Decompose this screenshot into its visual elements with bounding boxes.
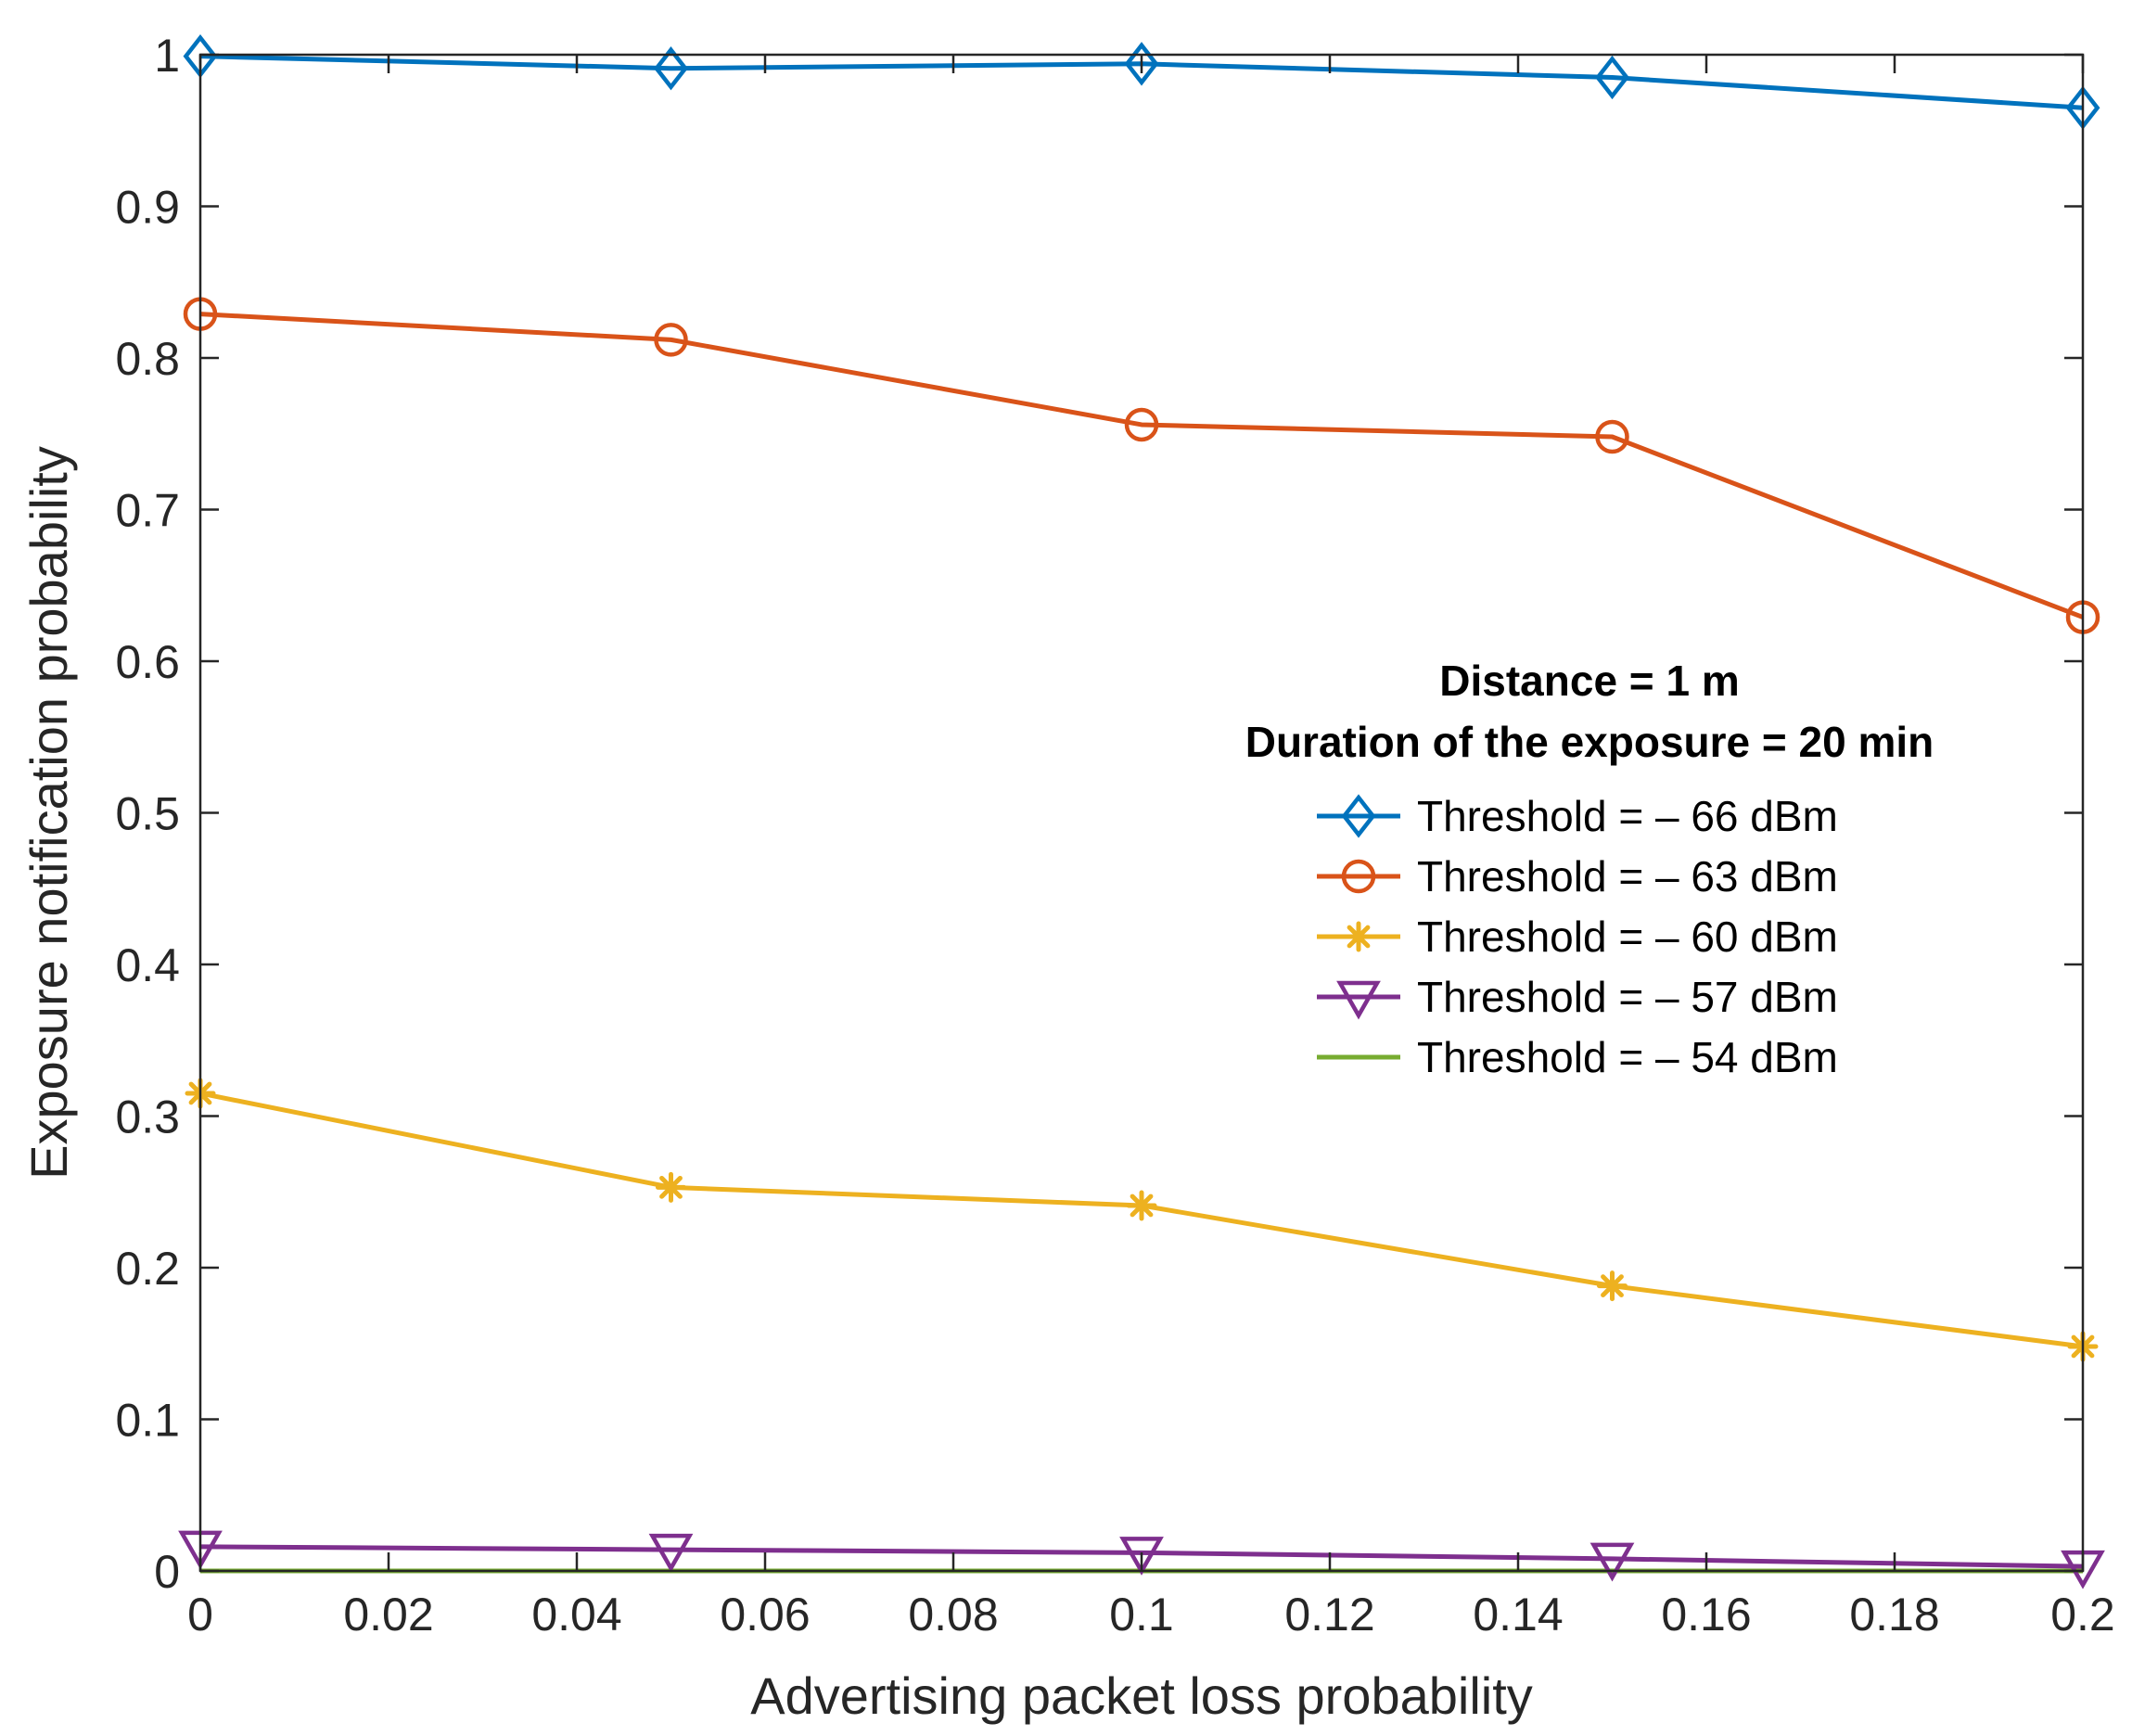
y-tick-label: 0.5 <box>115 788 180 840</box>
x-axis-label: Advertising packet loss probability <box>750 1666 1533 1725</box>
x-tick-label: 0.04 <box>531 1589 621 1640</box>
y-tick-label: 1 <box>154 30 180 82</box>
y-axis-label: Exposure notification probability <box>19 446 78 1180</box>
tick-layer: 0 0.02 0.04 0.06 0.08 0.1 0.12 0.14 0.16 0.18 0.2 0… <box>115 30 2114 1640</box>
legend-item: Threshold = – 54 dBm <box>1317 1033 1838 1081</box>
data-point-marker <box>1124 42 1159 86</box>
data-point-marker <box>1124 407 1159 442</box>
data-point-marker <box>654 323 688 357</box>
y-tick-label: 0.7 <box>115 485 180 537</box>
x-tick-label: 0.08 <box>908 1589 998 1640</box>
data-point-marker <box>656 1171 686 1203</box>
data-point-marker <box>1595 419 1629 454</box>
data-point-marker <box>1126 1190 1157 1221</box>
x-tick-label: 0.06 <box>720 1589 810 1640</box>
x-tick-label: 0.14 <box>1473 1589 1563 1640</box>
y-tick-label: 0.6 <box>115 636 180 688</box>
y-tick-label: 0.4 <box>115 939 180 991</box>
legend-item: Threshold = – 60 dBm <box>1317 913 1838 961</box>
legend-item: Threshold = – 63 dBm <box>1317 852 1838 900</box>
data-point-marker <box>1597 1270 1628 1302</box>
legend-marker <box>1341 794 1376 838</box>
y-tick-label: 0.9 <box>115 182 180 234</box>
legend: Threshold = – 66 dBm Threshold = – 63 dBm… <box>1317 792 1838 1081</box>
legend-marker <box>1343 921 1374 952</box>
legend-label: Threshold = – 63 dBm <box>1417 852 1838 900</box>
y-tick-label: 0 <box>154 1546 180 1598</box>
x-tick-label: 0.1 <box>1109 1589 1174 1640</box>
annotation-distance: Distance = 1 m <box>1439 657 1739 705</box>
legend-label: Threshold = – 54 dBm <box>1417 1033 1838 1081</box>
series-2 <box>183 297 2100 634</box>
x-tick-label: 0.16 <box>1661 1589 1751 1640</box>
legend-marker <box>1341 859 1376 894</box>
y-tick-label: 0.3 <box>115 1091 180 1143</box>
x-tick-label: 0.02 <box>343 1589 433 1640</box>
legend-item: Threshold = – 66 dBm <box>1317 792 1838 840</box>
data-point-marker <box>1595 55 1629 100</box>
legend-marker <box>1336 980 1381 1020</box>
legend-label: Threshold = – 57 dBm <box>1417 973 1838 1021</box>
annotation-duration: Duration of the exposure = 20 min <box>1245 718 1934 766</box>
x-tick-label: 0 <box>187 1589 213 1640</box>
y-tick-label: 0.1 <box>115 1395 180 1447</box>
data-point-marker <box>648 1533 694 1573</box>
x-tick-label: 0.2 <box>2050 1589 2115 1640</box>
data-point-marker <box>1589 1542 1635 1582</box>
legend-label: Threshold = – 66 dBm <box>1417 792 1838 840</box>
y-tick-label: 0.8 <box>115 333 180 385</box>
series-line <box>199 312 2084 619</box>
x-tick-label: 0.12 <box>1284 1589 1374 1640</box>
legend-label: Threshold = – 60 dBm <box>1417 913 1838 961</box>
y-tick-label: 0.2 <box>115 1243 180 1295</box>
legend-item: Threshold = – 57 dBm <box>1317 973 1838 1021</box>
data-point-marker <box>654 46 688 91</box>
data-point-marker <box>1119 1537 1164 1576</box>
x-tick-label: 0.18 <box>1849 1589 1939 1640</box>
